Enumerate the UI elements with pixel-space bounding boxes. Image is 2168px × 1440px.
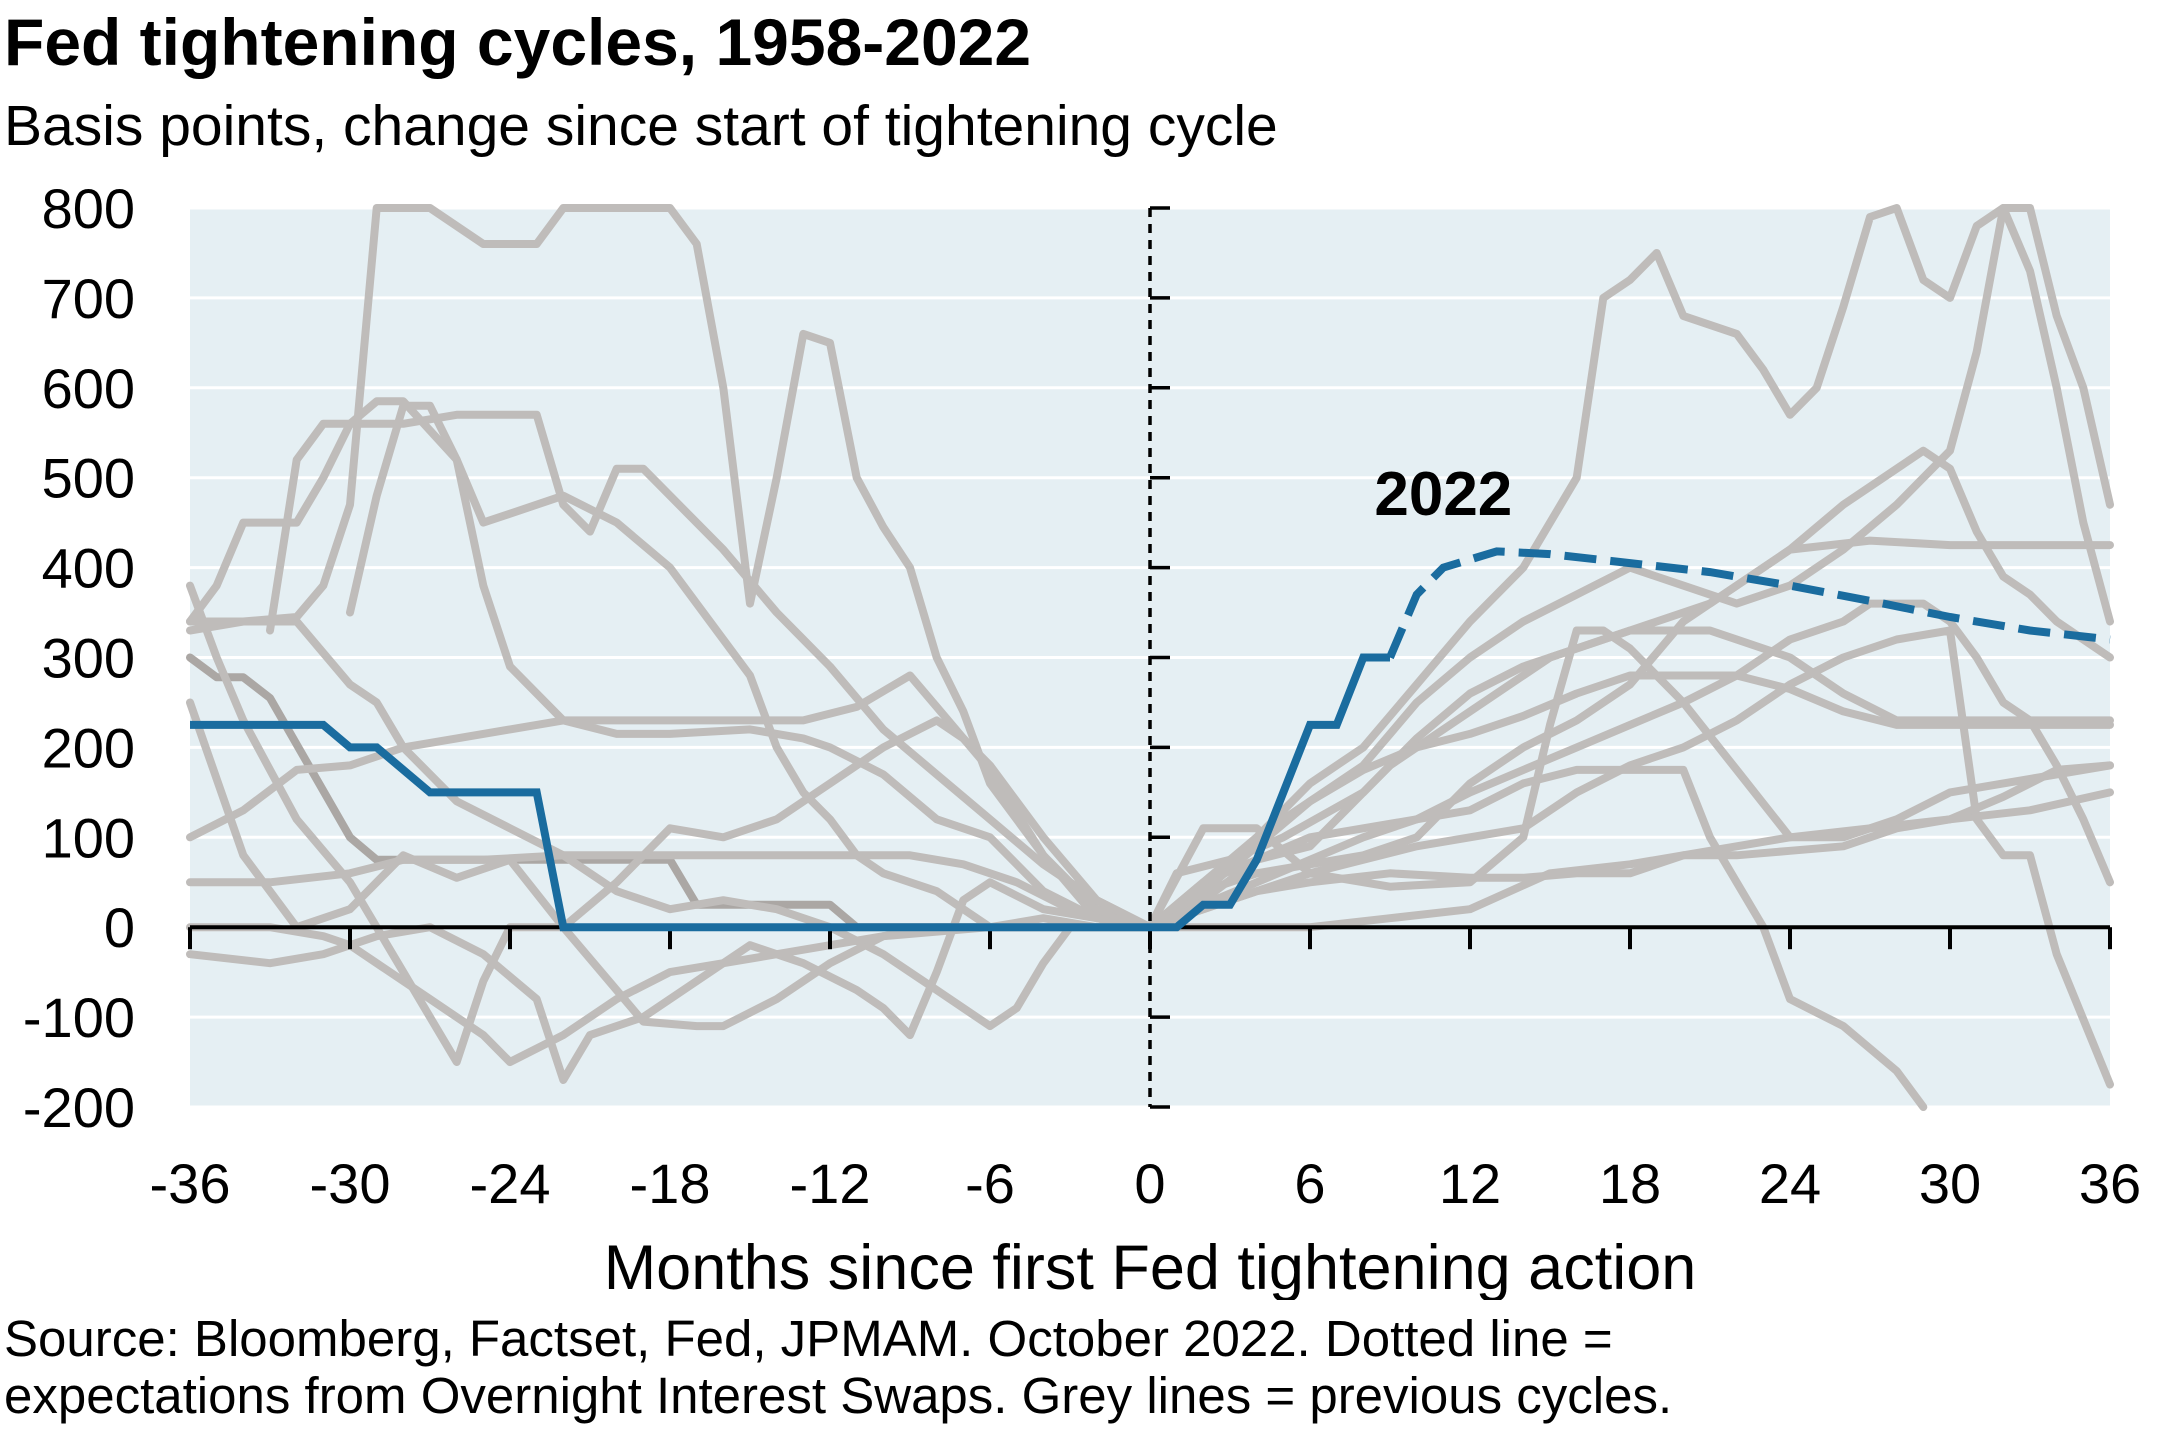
chart-title: Fed tightening cycles, 1958-2022 [4,5,1032,79]
x-axis-title: Months since first Fed tightening action [604,1233,1697,1300]
y-tick-label: 600 [42,357,135,420]
y-tick-label: 0 [104,896,135,959]
annotation-2022: 2022 [1374,460,1512,529]
x-tick-label: 18 [1599,1152,1661,1215]
series-line-previous-cycle-14 [186,599,2114,1066]
series-line-previous-cycle-15 [1146,626,2114,1089]
x-tick-label: 6 [1294,1152,1325,1215]
source-line-2: expectations from Overnight Interest Swa… [4,1367,1673,1425]
series-line-2022-expected [1386,547,2111,660]
y-tick-label: 500 [42,447,135,510]
series-line-previous-cycle-4 [186,397,2114,932]
x-tick-label: 12 [1439,1152,1501,1215]
series-line-2022 [190,653,1390,932]
series-line-previous-cycle-3 [186,653,1154,932]
series-line-previous-cycle-8 [186,671,2114,932]
x-tick-label: 0 [1134,1152,1165,1215]
y-tick-label: 300 [42,627,135,690]
x-tick-label: -24 [470,1152,551,1215]
y-tick-label: 400 [42,537,135,600]
y-tick-label: 100 [42,806,135,869]
source-line-1: Source: Bloomberg, Factset, Fed, JPMAM. … [4,1310,1613,1367]
cycle-2022-lines [190,547,2111,932]
x-tick-label: -12 [790,1152,871,1215]
y-tick-label: -100 [23,986,135,1049]
y-tick-label: 800 [42,177,135,240]
x-tick-label: -30 [310,1152,391,1215]
series-line-previous-cycle-10 [186,204,2114,932]
source-note: Source: Bloomberg, Factset, Fed, JPMAM. … [4,1310,2154,1424]
y-tick-label: -200 [23,1076,135,1139]
x-tick-label: 30 [1919,1152,1981,1215]
x-tick-label: -36 [150,1152,231,1215]
series-line-previous-cycle-9 [186,617,1928,1111]
x-tick-label: -6 [965,1152,1015,1215]
y-tick-label: 700 [42,267,135,330]
y-tick-label: 200 [42,716,135,779]
series-line-previous-cycle-12 [346,204,2114,932]
x-tick-label: 24 [1759,1152,1821,1215]
x-tick-label: 36 [2079,1152,2141,1215]
x-tick-label: -18 [630,1152,711,1215]
chart-subtitle: Basis points, change since start of tigh… [4,94,1278,158]
